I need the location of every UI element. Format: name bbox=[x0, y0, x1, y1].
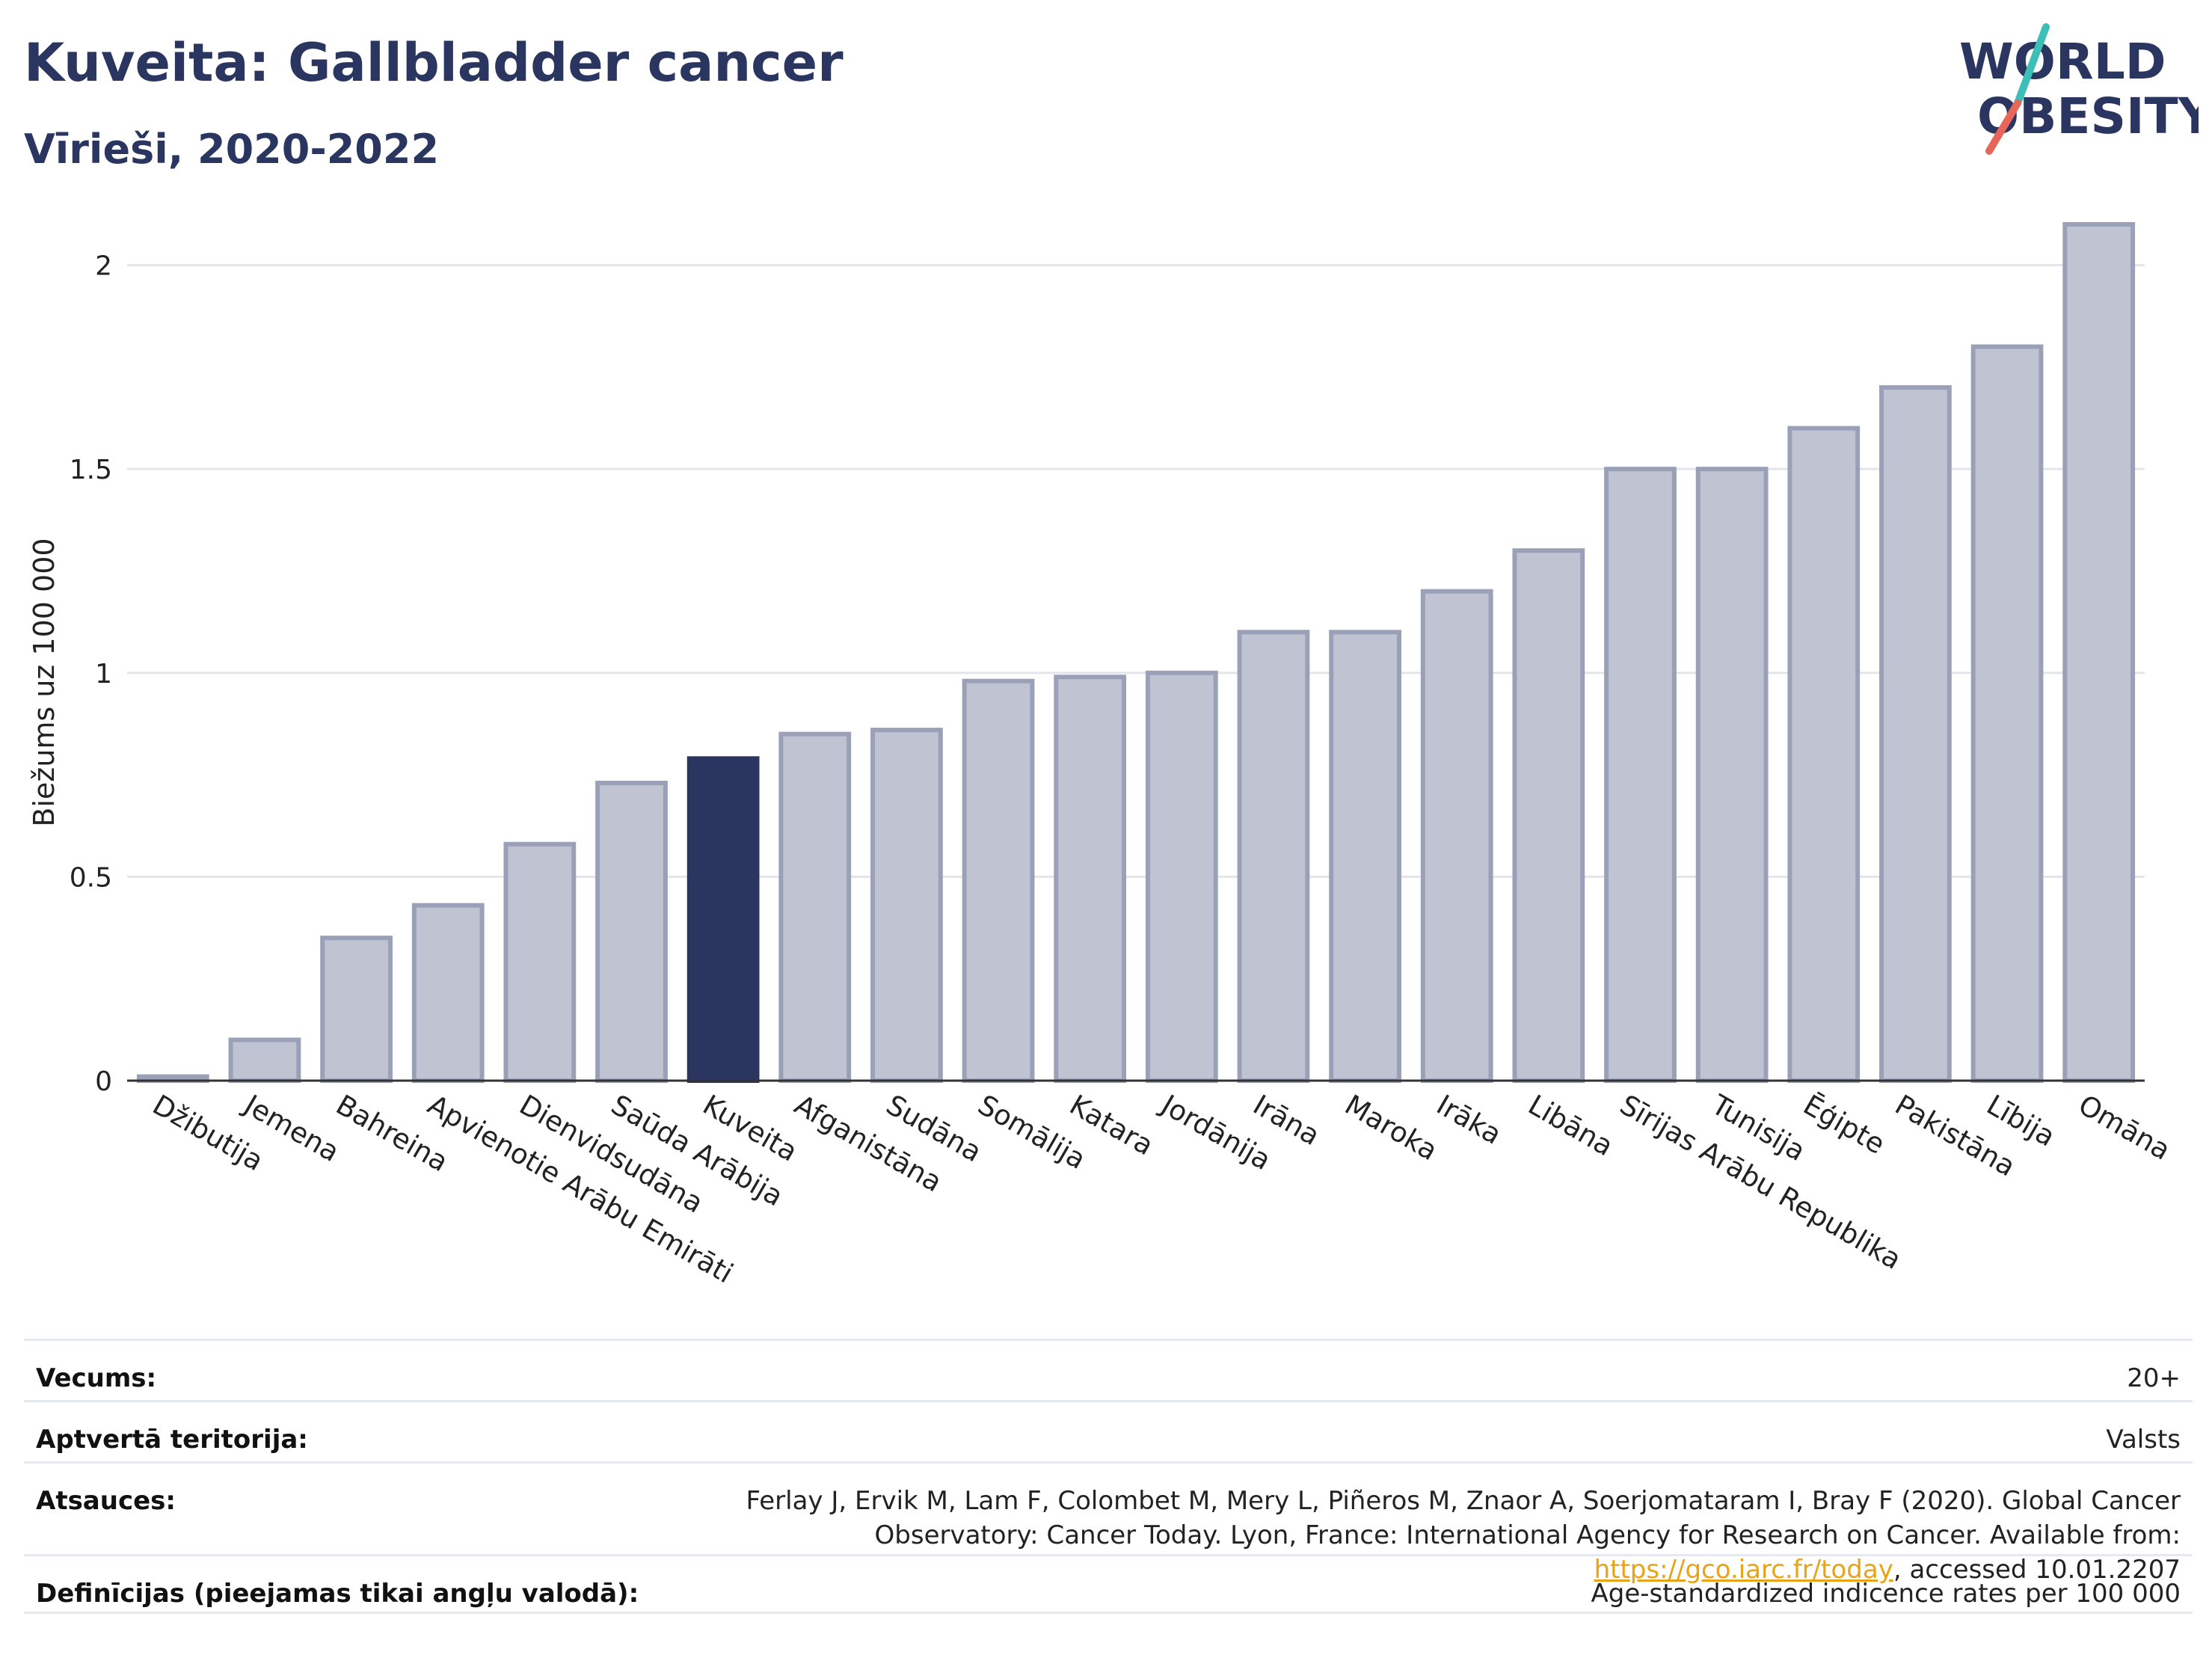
y-axis-title: Biežums uz 100 000 bbox=[28, 538, 61, 826]
references-value: Ferlay J, Ervik M, Lam F, Colombet M, Me… bbox=[595, 1484, 2181, 1588]
chart-metadata-table: Vecums: 20+ Aptvertā teritorija: Valsts … bbox=[24, 1339, 2193, 1614]
age-value: 20+ bbox=[2127, 1363, 2181, 1393]
bar-highlight bbox=[686, 756, 760, 1083]
references-label: Atsauces: bbox=[36, 1486, 176, 1516]
page-title: Kuveita: Gallbladder cancer bbox=[24, 32, 844, 93]
bar bbox=[1420, 589, 1493, 1083]
coverage-label: Aptvertā teritorija: bbox=[36, 1425, 308, 1455]
bar bbox=[1329, 630, 1401, 1083]
meta-row-age: Vecums: 20+ bbox=[24, 1339, 2193, 1400]
bar bbox=[1787, 426, 1861, 1083]
logo-slash-teal bbox=[2014, 23, 2050, 107]
world-obesity-logo: WORLD OBESITY bbox=[1959, 23, 2199, 155]
logo-line1: WORLD bbox=[1959, 33, 2166, 90]
y-tick-label: 0 bbox=[95, 1066, 112, 1097]
y-axis-ticks: 0 0.5 1 1.5 2 bbox=[70, 251, 112, 1097]
x-tick-label: Maroka bbox=[1339, 1089, 1443, 1167]
bar bbox=[2062, 222, 2136, 1083]
bar bbox=[1237, 630, 1310, 1083]
bar bbox=[1879, 385, 1952, 1083]
y-tick-label: 1 bbox=[95, 659, 112, 690]
bar bbox=[228, 1037, 301, 1084]
x-tick-label: Ēģipte bbox=[1798, 1089, 1890, 1161]
bar bbox=[320, 936, 393, 1083]
bar bbox=[1145, 670, 1218, 1083]
meta-row-definitions: Definīcijas (pieejamas tikai angļu valod… bbox=[24, 1554, 2193, 1614]
x-tick-label: Omāna bbox=[2073, 1089, 2176, 1167]
bar-chart: 0 0.5 1 1.5 2 DžibutijaJemenaBahreinaApvieno… bbox=[28, 222, 2176, 1290]
references-text: Ferlay J, Ervik M, Lam F, Colombet M, Me… bbox=[746, 1486, 2181, 1550]
y-tick-label: 2 bbox=[95, 251, 112, 282]
y-tick-label: 0.5 bbox=[70, 862, 112, 893]
logo-slash-red bbox=[1985, 99, 2021, 155]
references-accessed: , accessed 10.01.2207 bbox=[1893, 1554, 2181, 1585]
bar bbox=[503, 841, 577, 1084]
x-tick-label: Irāka bbox=[1431, 1089, 1507, 1151]
bar bbox=[1695, 467, 1769, 1083]
bar bbox=[595, 780, 668, 1083]
y-tick-label: 1.5 bbox=[70, 455, 112, 485]
bar bbox=[870, 728, 943, 1083]
coverage-value: Valsts bbox=[2106, 1425, 2181, 1455]
definitions-label: Definīcijas (pieejamas tikai angļu valod… bbox=[36, 1579, 639, 1609]
bars bbox=[136, 222, 2136, 1084]
age-label: Vecums: bbox=[36, 1363, 157, 1393]
bar bbox=[1512, 548, 1585, 1083]
page-subtitle: Vīrieši, 2020-2022 bbox=[24, 126, 440, 173]
meta-row-coverage: Aptvertā teritorija: Valsts bbox=[24, 1400, 2193, 1461]
definitions-value: Age-standardized indicence rates per 100… bbox=[1591, 1579, 2181, 1609]
bar bbox=[778, 731, 852, 1083]
meta-row-references: Atsauces: Ferlay J, Ervik M, Lam F, Colo… bbox=[24, 1461, 2193, 1585]
bar bbox=[1604, 467, 1677, 1083]
bar bbox=[962, 678, 1035, 1083]
bar bbox=[411, 903, 485, 1083]
bar bbox=[1970, 344, 2044, 1084]
bar bbox=[1054, 675, 1127, 1083]
x-tick-label: Libāna bbox=[1523, 1089, 1618, 1163]
references-link[interactable]: https://gco.iarc.fr/today bbox=[1594, 1554, 1893, 1585]
